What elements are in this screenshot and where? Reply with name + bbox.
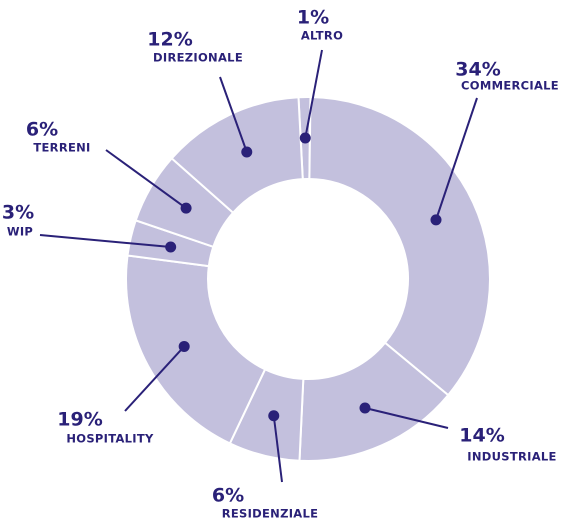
leader-dot bbox=[299, 132, 311, 144]
leader-line bbox=[364, 406, 449, 429]
leader-dot bbox=[178, 340, 190, 352]
leader-dot bbox=[359, 402, 371, 414]
donut-segment bbox=[308, 96, 491, 397]
leader-line bbox=[39, 234, 171, 249]
category-label: RESIDENZIALE bbox=[222, 507, 319, 521]
category-label: WIP bbox=[7, 225, 33, 239]
donut-segment bbox=[170, 96, 304, 215]
leader-dot bbox=[430, 214, 442, 226]
leader-dot bbox=[165, 241, 177, 253]
category-label: INDUSTRIALE bbox=[467, 450, 556, 464]
leader-line bbox=[124, 345, 185, 412]
leader-line bbox=[219, 76, 248, 153]
value-label: 14% bbox=[459, 425, 504, 447]
value-label: 19% bbox=[57, 409, 102, 431]
category-label: HOSPITALITY bbox=[66, 432, 154, 446]
leader-line bbox=[272, 415, 283, 483]
value-label: 6% bbox=[26, 119, 58, 141]
leader-dot bbox=[180, 202, 192, 214]
category-label: DIREZIONALE bbox=[153, 51, 243, 65]
category-label: TERRENI bbox=[33, 141, 90, 155]
leader-line bbox=[105, 149, 187, 209]
donut-segment bbox=[125, 254, 267, 445]
leader-dot bbox=[241, 146, 253, 158]
value-label: 1% bbox=[297, 7, 329, 29]
leader-dot bbox=[268, 410, 280, 422]
value-label: 3% bbox=[2, 202, 34, 224]
value-label: 34% bbox=[455, 59, 500, 81]
value-label: 6% bbox=[212, 485, 244, 507]
value-label: 12% bbox=[147, 29, 192, 51]
category-label: ALTRO bbox=[301, 29, 343, 43]
category-label: COMMERCIALE bbox=[461, 79, 559, 93]
leader-line bbox=[435, 97, 478, 221]
leader-line bbox=[304, 49, 323, 139]
